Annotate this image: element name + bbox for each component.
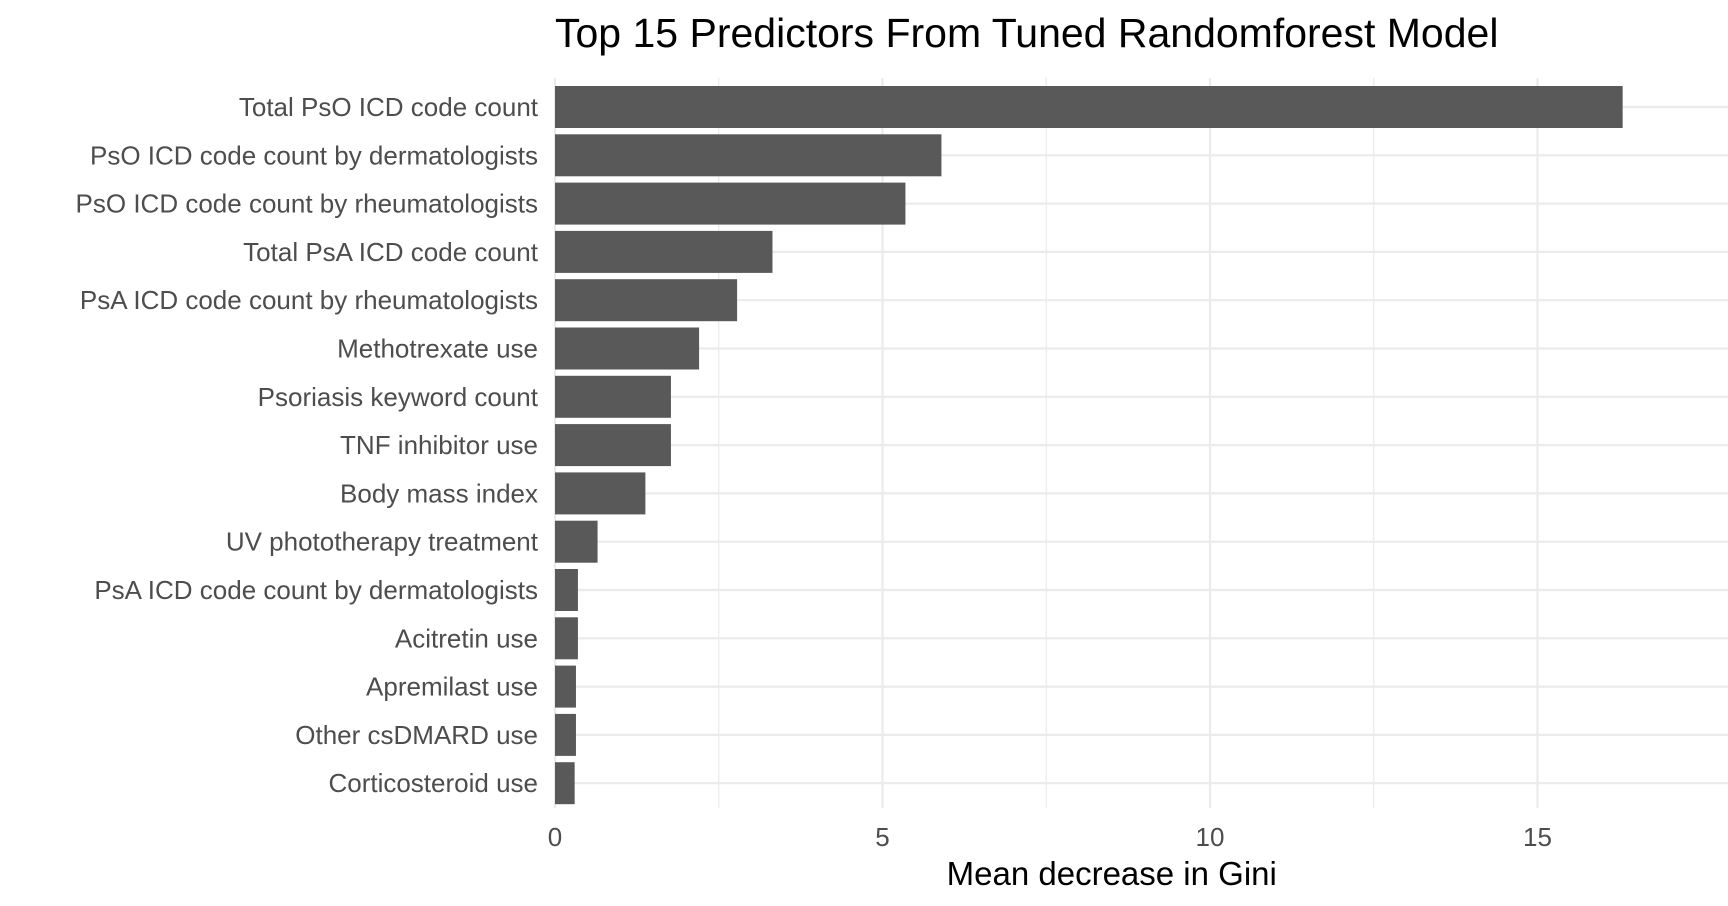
y-tick-label: PsO ICD code count by dermatologists xyxy=(90,140,538,170)
y-tick-labels: Total PsO ICD code count PsO ICD code cou… xyxy=(76,92,539,798)
bar xyxy=(555,327,700,370)
bar xyxy=(555,279,738,322)
x-tick-label: 5 xyxy=(875,822,889,852)
y-tick-label: PsA ICD code count by dermatologists xyxy=(94,575,538,605)
y-tick-label: PsO ICD code count by rheumatologists xyxy=(76,189,538,219)
bar xyxy=(555,230,773,273)
bar xyxy=(555,134,942,177)
bar xyxy=(555,424,671,467)
x-tick-label: 10 xyxy=(1196,822,1225,852)
bar xyxy=(555,182,906,225)
bar xyxy=(555,713,576,756)
x-tick-label: 0 xyxy=(548,822,562,852)
x-tick-label: 15 xyxy=(1523,822,1552,852)
y-tick-label: Acitretin use xyxy=(395,623,538,653)
bar xyxy=(555,86,1623,128)
y-tick-label: Total PsO ICD code count xyxy=(239,92,539,122)
y-tick-label: Methotrexate use xyxy=(337,334,538,364)
x-axis-title: Mean decrease in Gini xyxy=(946,855,1277,892)
y-tick-label: Psoriasis keyword count xyxy=(258,382,539,412)
bar-layer xyxy=(555,86,1623,805)
x-tick-labels: 0 5 10 15 xyxy=(548,822,1552,852)
y-tick-label: UV phototherapy treatment xyxy=(226,527,539,557)
bar xyxy=(555,569,578,611)
y-tick-label: Apremilast use xyxy=(366,672,538,702)
bar xyxy=(555,375,671,418)
bar xyxy=(555,665,576,708)
chart-title: Top 15 Predictors From Tuned Randomfores… xyxy=(555,10,1499,56)
bar xyxy=(555,520,598,563)
y-tick-label: Other csDMARD use xyxy=(295,720,538,750)
bar xyxy=(555,472,646,515)
y-tick-label: PsA ICD code count by rheumatologists xyxy=(80,285,538,315)
y-tick-label: Body mass index xyxy=(340,478,538,508)
y-tick-label: TNF inhibitor use xyxy=(340,430,538,460)
y-tick-label: Total PsA ICD code count xyxy=(243,237,539,267)
bar xyxy=(555,762,575,805)
bar xyxy=(555,617,578,660)
y-tick-label: Corticosteroid use xyxy=(328,768,538,798)
